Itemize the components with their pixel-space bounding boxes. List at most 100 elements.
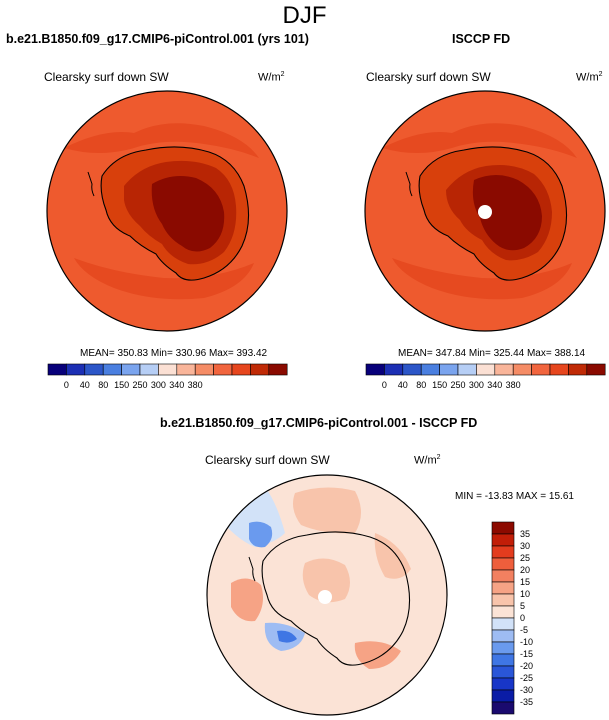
diff-colorbar-label: 20 xyxy=(520,565,530,575)
panel1-band-north xyxy=(64,123,259,158)
panel2-colorbar-box xyxy=(365,363,385,376)
panel2-colorbar-box xyxy=(586,363,606,376)
panel2-units: W/m2 xyxy=(576,71,603,84)
panel2-colorbar-box xyxy=(512,363,532,376)
diff-colorbar-box xyxy=(491,557,515,571)
diff-colorbar-labels: 35 30 25 20 15 10 5 0 -5 -10 -15 -20 -25 -30 -35 xyxy=(520,529,533,707)
diff-colorbar-box xyxy=(491,581,515,595)
diff-colorbar-box xyxy=(491,605,515,619)
diff-colorbar-box xyxy=(491,533,515,547)
diff-colorbar-label: -35 xyxy=(520,697,533,707)
panel2-colorbar-label: 40 xyxy=(398,380,408,390)
panel1-colorbar-box xyxy=(66,363,86,376)
diff-colorbar-label: -15 xyxy=(520,649,533,659)
diff-map xyxy=(206,474,448,716)
diff-colorbar-label: -30 xyxy=(520,685,533,695)
panel1-colorbar-box xyxy=(231,363,251,376)
panel1-colorbar-labels: 0 40 80 150 250 300 340 380 xyxy=(64,380,203,390)
panel1-colorbar-label: 150 xyxy=(114,380,129,390)
panel2-colorbar-label: 150 xyxy=(432,380,447,390)
panel1-antarctica-inner xyxy=(151,176,225,252)
panel1-colorbar-label: 250 xyxy=(132,380,147,390)
panel1-band-south xyxy=(74,258,254,300)
diff-units: W/m2 xyxy=(414,454,441,467)
diff-colorbar-box xyxy=(491,629,515,643)
panel2-colorbar-box xyxy=(420,363,440,376)
panel1-colorbar-box xyxy=(250,363,270,376)
panel2-map-border xyxy=(364,90,606,332)
panel1-colorbar-box xyxy=(121,363,141,376)
panel1-peninsula xyxy=(87,171,95,197)
diff-colorbar-label: 25 xyxy=(520,553,530,563)
diff-colorbar-label: 5 xyxy=(520,601,525,611)
diff-colorbar-box xyxy=(491,521,515,535)
panel1-coastline xyxy=(100,146,250,281)
diff-coastline xyxy=(261,531,411,666)
diff-colorbar-box xyxy=(491,701,515,715)
panel2-coastline xyxy=(418,146,568,281)
panel1-colorbar-label: 300 xyxy=(151,380,166,390)
panel1-variable-label: Clearsky surf down SW xyxy=(44,70,169,84)
panel2-colorbar-label: 0 xyxy=(382,380,387,390)
diff-colorbar-box xyxy=(491,641,515,655)
panel1-colorbar-box xyxy=(84,363,104,376)
diff-peninsula xyxy=(248,556,256,582)
diff-colorbar-label: 30 xyxy=(520,541,530,551)
diff-colorbar-box xyxy=(491,665,515,679)
panel1-colorbar: 0 40 80 150 250 300 340 380 xyxy=(47,363,288,390)
diff-title: b.e21.B1850.f09_g17.CMIP6-piControl.001 … xyxy=(160,416,478,430)
diff-blue-core-nw xyxy=(249,521,273,548)
diff-colorbar: 35 30 25 20 15 10 5 0 -5 -10 -15 -20 -25 -30 -35 xyxy=(491,521,533,715)
diff-colorbar-box xyxy=(491,545,515,559)
panel1-title: b.e21.B1850.f09_g17.CMIP6-piControl.001 … xyxy=(6,32,309,46)
panel2-colorbar-label: 380 xyxy=(506,380,521,390)
panel2-colorbar-box xyxy=(476,363,496,376)
panel2-colorbar-labels: 0 40 80 150 250 300 340 380 xyxy=(382,380,521,390)
panel1-colorbar-box xyxy=(102,363,122,376)
panel2-colorbar-label: 250 xyxy=(450,380,465,390)
diff-colorbar-box xyxy=(491,593,515,607)
diff-missing-data-pole xyxy=(318,590,332,604)
panel2-title: ISCCP FD xyxy=(452,32,511,46)
diff-colorbar-boxes xyxy=(491,521,515,715)
panel1-colorbar-label: 340 xyxy=(169,380,184,390)
panel2-colorbar: 0 40 80 150 250 300 340 380 xyxy=(365,363,606,390)
panel1-colorbar-box xyxy=(213,363,233,376)
panel1-colorbar-box xyxy=(268,363,288,376)
panel1-colorbar-label: 40 xyxy=(80,380,90,390)
panel1-colorbar-box xyxy=(176,363,196,376)
panel1-colorbar-box xyxy=(139,363,159,376)
diff-warm-patch-interior xyxy=(302,558,350,603)
diff-colorbar-label: -10 xyxy=(520,637,533,647)
panel2-colorbar-label: 80 xyxy=(416,380,426,390)
figure-title: DJF xyxy=(282,2,327,29)
diff-blue-core-sw xyxy=(277,630,297,643)
panel2-colorbar-box xyxy=(531,363,551,376)
diff-colorbar-box xyxy=(491,653,515,667)
diff-colorbar-label: 35 xyxy=(520,529,530,539)
panel2-stats: MEAN= 347.84 Min= 325.44 Max= 388.14 xyxy=(398,348,586,359)
panel2-colorbar-box xyxy=(439,363,459,376)
diff-colorbar-box xyxy=(491,689,515,703)
diff-map-border xyxy=(206,474,448,716)
panel2-variable-label: Clearsky surf down SW xyxy=(366,70,491,84)
panel1-colorbar-label: 0 xyxy=(64,380,69,390)
panel2-colorbar-label: 300 xyxy=(469,380,484,390)
panel1-colorbar-box xyxy=(158,363,178,376)
diff-warm-patch-e xyxy=(374,533,411,579)
diff-colorbar-label: 10 xyxy=(520,589,530,599)
panel2-band-south xyxy=(392,258,572,300)
panel2-colorbar-boxes xyxy=(365,363,606,376)
diff-variable-label: Clearsky surf down SW xyxy=(205,453,330,467)
diff-colorbar-label: -20 xyxy=(520,661,533,671)
panel1-colorbar-label: 380 xyxy=(188,380,203,390)
panel1-colorbar-label: 80 xyxy=(98,380,108,390)
panel1-stats: MEAN= 350.83 Min= 330.96 Max= 393.42 xyxy=(80,348,268,359)
panel1-map-border xyxy=(46,90,288,332)
panel2-colorbar-box xyxy=(549,363,569,376)
diff-colorbar-box xyxy=(491,569,515,583)
panel2-peninsula xyxy=(405,171,413,197)
panel2-colorbar-box xyxy=(402,363,422,376)
panel2-colorbar-box xyxy=(494,363,514,376)
panel2-colorbar-box xyxy=(457,363,477,376)
